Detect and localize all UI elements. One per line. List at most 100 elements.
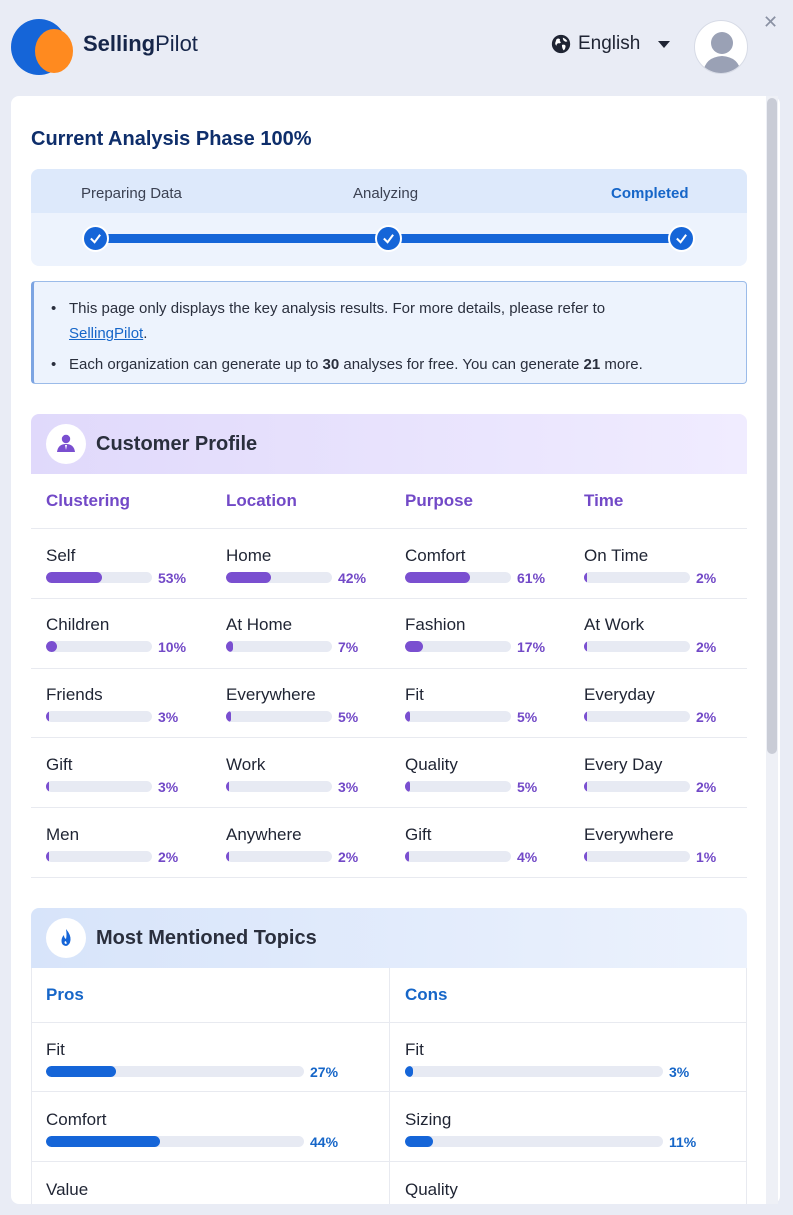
- metric-bar: [46, 851, 152, 862]
- metric-percent: 2%: [696, 639, 717, 655]
- customer-profile-header: Customer Profile: [31, 414, 747, 474]
- metric-bar: [584, 572, 690, 583]
- metric-bar: [226, 711, 332, 722]
- row-divider: [31, 737, 747, 738]
- metric-percent: 61%: [517, 570, 546, 586]
- metric-label: Everywhere: [226, 685, 316, 704]
- metric-bar: [405, 851, 511, 862]
- topic-percent: 27%: [310, 1064, 339, 1080]
- metric-percent: 7%: [338, 639, 359, 655]
- metric-bar-fill: [226, 851, 230, 862]
- phase-title: Current Analysis Phase 100%: [31, 128, 312, 150]
- metric-bar: [584, 641, 690, 652]
- language-selector[interactable]: English: [550, 33, 671, 55]
- metric-label: Gift: [405, 825, 432, 844]
- metric-label: At Home: [226, 615, 293, 634]
- topic-bar-fill: [46, 1066, 116, 1077]
- metric-bar: [46, 711, 152, 722]
- sellingpilot-link[interactable]: SellingPilot: [69, 325, 144, 342]
- metric-bar-fill: [405, 711, 411, 722]
- row-divider: [31, 528, 747, 529]
- notice-item: This page only displays the key analysis…: [51, 296, 746, 346]
- metric-label: Home: [226, 546, 272, 565]
- metric-bar-fill: [46, 641, 57, 652]
- metric-bar: [584, 781, 690, 792]
- metric-bar: [405, 781, 511, 792]
- topic-label: Fit: [46, 1040, 65, 1059]
- step-label-preparing: Preparing Data: [81, 185, 182, 202]
- user-avatar[interactable]: [694, 20, 748, 74]
- topic-percent: 11%: [669, 1134, 697, 1150]
- metric-percent: 5%: [338, 709, 359, 725]
- customer-profile-title: Customer Profile: [96, 433, 258, 455]
- metric-bar: [405, 572, 511, 583]
- column-header: Time: [584, 491, 624, 510]
- metric-bar-fill: [405, 781, 411, 792]
- metric-percent: 5%: [517, 779, 538, 795]
- chevron-down-icon: [658, 40, 671, 48]
- metric-label: Every Day: [584, 755, 663, 774]
- close-icon[interactable]: ✕: [763, 12, 779, 32]
- metric-label: Children: [46, 615, 110, 634]
- topic-bar-fill: [405, 1066, 413, 1077]
- topic-label: Comfort: [46, 1110, 107, 1129]
- metric-bar-fill: [226, 711, 232, 722]
- topics-title: Most Mentioned Topics: [96, 927, 317, 949]
- step-check-icon: [668, 225, 695, 252]
- progress-stepper: Preparing Data Analyzing Completed: [31, 169, 747, 266]
- scrollbar-thumb[interactable]: [767, 98, 777, 754]
- row-divider: [31, 668, 747, 669]
- step-label-completed: Completed: [611, 185, 689, 202]
- topics-column-divider: [389, 968, 390, 1204]
- metric-percent: 2%: [696, 570, 717, 586]
- row-divider: [31, 598, 747, 599]
- column-header: Clustering: [46, 491, 131, 510]
- topic-bar-fill: [405, 1136, 434, 1147]
- metric-label: Fashion: [405, 615, 466, 634]
- metric-label: Quality: [405, 755, 458, 774]
- info-notice: This page only displays the key analysis…: [31, 281, 747, 384]
- topics-header: Most Mentioned Topics: [31, 908, 747, 968]
- metric-bar-fill: [226, 781, 230, 792]
- metric-bar: [46, 781, 152, 792]
- metric-label: At Work: [584, 615, 645, 634]
- metric-label: Gift: [46, 755, 73, 774]
- row-divider: [31, 877, 747, 878]
- metric-percent: 5%: [517, 709, 538, 725]
- metric-label: Everywhere: [584, 825, 674, 844]
- topic-label: Quality: [405, 1180, 458, 1199]
- metric-percent: 1%: [696, 849, 717, 865]
- flame-icon: [46, 918, 86, 958]
- metric-bar: [226, 781, 332, 792]
- metric-bar: [226, 851, 332, 862]
- metric-percent: 42%: [338, 570, 367, 586]
- metric-bar-fill: [405, 851, 410, 862]
- brand-name-light: Pilot: [155, 31, 198, 56]
- brand-name-bold: Selling: [83, 31, 156, 56]
- metric-bar: [584, 851, 690, 862]
- metric-label: Work: [226, 755, 266, 774]
- metric-percent: 2%: [338, 849, 359, 865]
- column-header: Cons: [405, 985, 448, 1004]
- metric-percent: 2%: [696, 709, 717, 725]
- metric-percent: 4%: [517, 849, 538, 865]
- metric-percent: 17%: [517, 639, 546, 655]
- metric-percent: 3%: [158, 709, 179, 725]
- metric-label: Men: [46, 825, 80, 844]
- sellingpilot-logo-icon: [11, 19, 75, 75]
- metric-bar-fill: [584, 781, 588, 792]
- user-silhouette-icon: [703, 32, 741, 73]
- metric-bar-fill: [46, 711, 50, 722]
- topic-label: Value: [46, 1180, 89, 1199]
- metric-bar-fill: [46, 781, 50, 792]
- row-divider: [31, 807, 747, 808]
- column-header: Pros: [46, 985, 84, 1004]
- metric-bar-fill: [46, 851, 50, 862]
- metric-bar-fill: [226, 572, 271, 583]
- metric-bar-fill: [584, 641, 588, 652]
- column-header: Purpose: [405, 491, 474, 510]
- metric-bar-fill: [405, 572, 470, 583]
- metric-label: Anywhere: [226, 825, 302, 844]
- app-header: SellingPilot English ✕: [0, 0, 793, 96]
- metric-bar-fill: [405, 641, 424, 652]
